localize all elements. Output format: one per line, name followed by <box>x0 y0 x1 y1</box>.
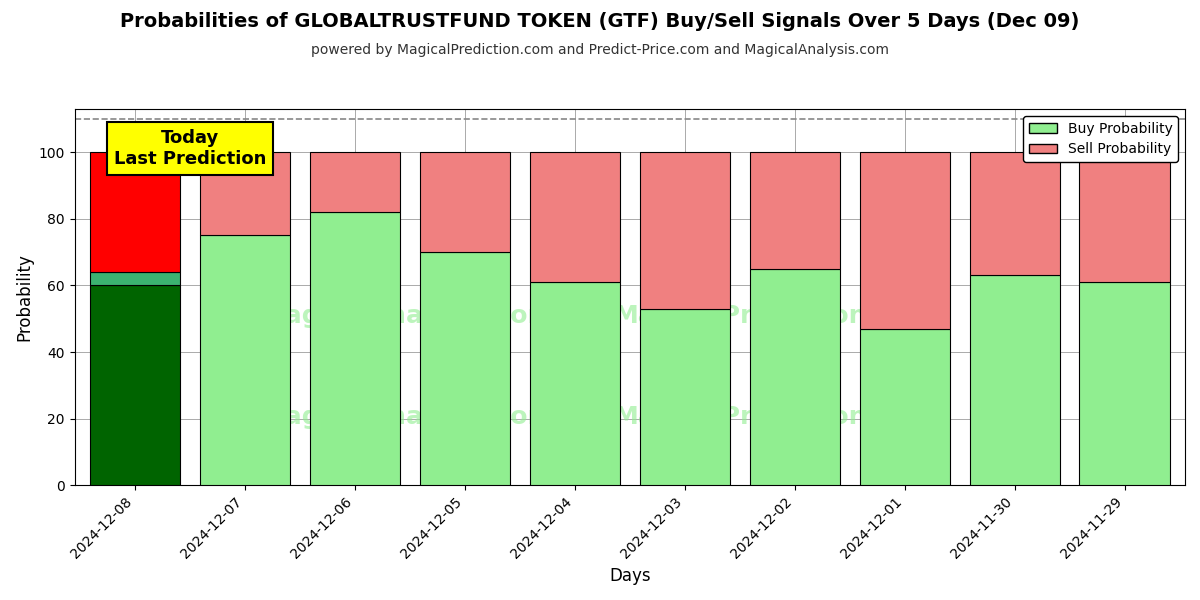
Text: powered by MagicalPrediction.com and Predict-Price.com and MagicalAnalysis.com: powered by MagicalPrediction.com and Pre… <box>311 43 889 57</box>
Bar <box>310 152 400 212</box>
Bar <box>90 272 180 286</box>
Bar <box>750 269 840 485</box>
Text: MagicalPrediction.com: MagicalPrediction.com <box>613 304 935 328</box>
Bar <box>859 329 949 485</box>
Bar <box>1080 282 1170 485</box>
Bar <box>200 235 290 485</box>
Text: MagicalAnalysis.com: MagicalAnalysis.com <box>260 406 554 430</box>
Bar <box>310 212 400 485</box>
Bar <box>420 252 510 485</box>
Bar <box>750 152 840 269</box>
Bar <box>529 152 620 282</box>
X-axis label: Days: Days <box>610 567 650 585</box>
Bar <box>420 152 510 252</box>
Bar <box>640 309 730 485</box>
Legend: Buy Probability, Sell Probability: Buy Probability, Sell Probability <box>1024 116 1178 162</box>
Text: MagicalPrediction.com: MagicalPrediction.com <box>613 406 935 430</box>
Bar <box>90 152 180 272</box>
Bar <box>640 152 730 309</box>
Bar <box>90 286 180 485</box>
Bar <box>859 152 949 329</box>
Bar <box>970 275 1060 485</box>
Bar <box>970 152 1060 275</box>
Y-axis label: Probability: Probability <box>16 253 34 341</box>
Text: MagicalAnalysis.com: MagicalAnalysis.com <box>260 304 554 328</box>
Text: Today
Last Prediction: Today Last Prediction <box>114 129 266 168</box>
Bar <box>200 152 290 235</box>
Text: Probabilities of GLOBALTRUSTFUND TOKEN (GTF) Buy/Sell Signals Over 5 Days (Dec 0: Probabilities of GLOBALTRUSTFUND TOKEN (… <box>120 12 1080 31</box>
Bar <box>529 282 620 485</box>
Bar <box>1080 152 1170 282</box>
